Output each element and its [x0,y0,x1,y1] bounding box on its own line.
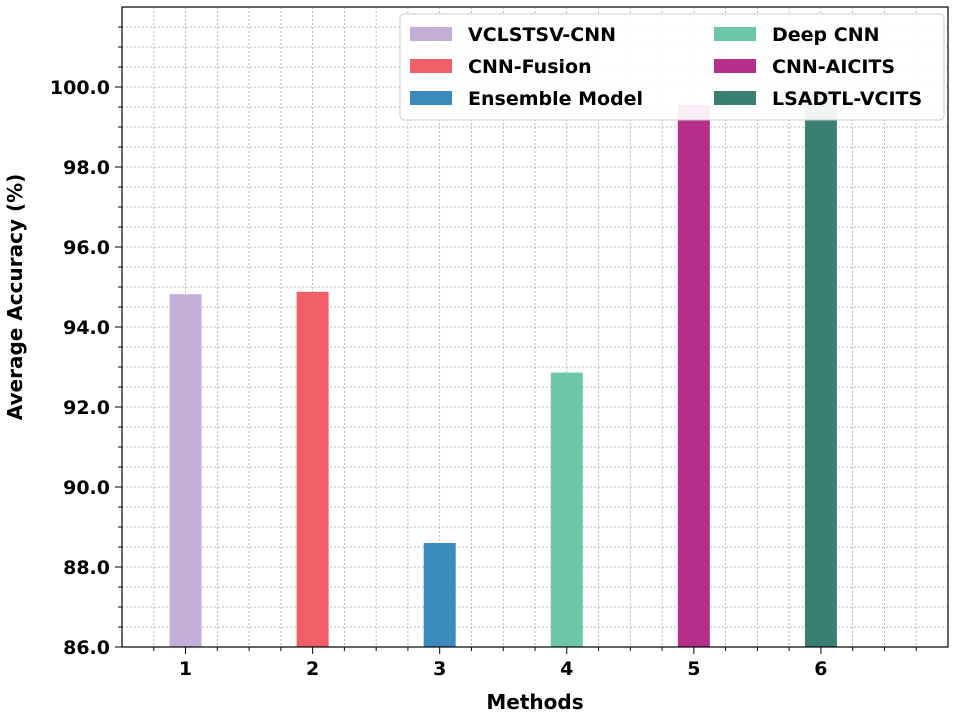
legend-label: CNN-Fusion [468,56,592,78]
bar-cnn-aicits [677,105,710,647]
x-tick-label: 4 [560,658,573,680]
y-tick-label: 90.0 [63,477,110,499]
bars-layer [169,93,837,647]
legend-label: Deep CNN [772,24,880,46]
x-tick-label: 2 [306,658,319,680]
bar-lsadtl-vcits [804,93,837,647]
legend-swatch [714,59,756,73]
legend-label: VCLSTSV-CNN [468,24,616,46]
y-tick-label: 98.0 [63,157,110,179]
y-tick-label: 88.0 [63,557,110,579]
x-tick-label: 5 [687,658,700,680]
bar-deep-cnn [550,372,583,647]
legend-swatch [714,27,756,41]
y-tick-label: 96.0 [63,237,110,259]
x-tick-label: 3 [433,658,446,680]
y-axis-label: Average Accuracy (%) [3,174,27,421]
bar-cnn-fusion [296,291,329,647]
axes-layer: 86.0 88.0 90.0 92.0 94.0 96.0 98.0 100.0 1 2 3 4 5 6 [50,6,949,680]
y-tick-label: 92.0 [63,397,110,419]
y-tick-label: 86.0 [63,637,110,659]
x-tick-label: 6 [814,658,827,680]
legend-box [399,13,945,121]
bar-ensemble-model [423,543,456,647]
legend-swatch [714,91,756,105]
legend: VCLSTSV-CNN CNN-Fusion Ensemble Model Deep … [399,13,945,121]
y-tick-label: 94.0 [63,317,110,339]
legend-label: Ensemble Model [468,88,643,110]
legend-swatch [410,27,452,41]
bar-vclstsv-cnn [169,294,202,647]
x-tick-label: 1 [179,658,192,680]
legend-swatch [410,59,452,73]
y-tick-label: 100.0 [50,77,110,99]
legend-label: CNN-AICITS [772,56,895,78]
legend-swatch [410,91,452,105]
x-axis-label: Methods [486,690,583,714]
legend-label: LSADTL-VCITS [772,88,922,110]
